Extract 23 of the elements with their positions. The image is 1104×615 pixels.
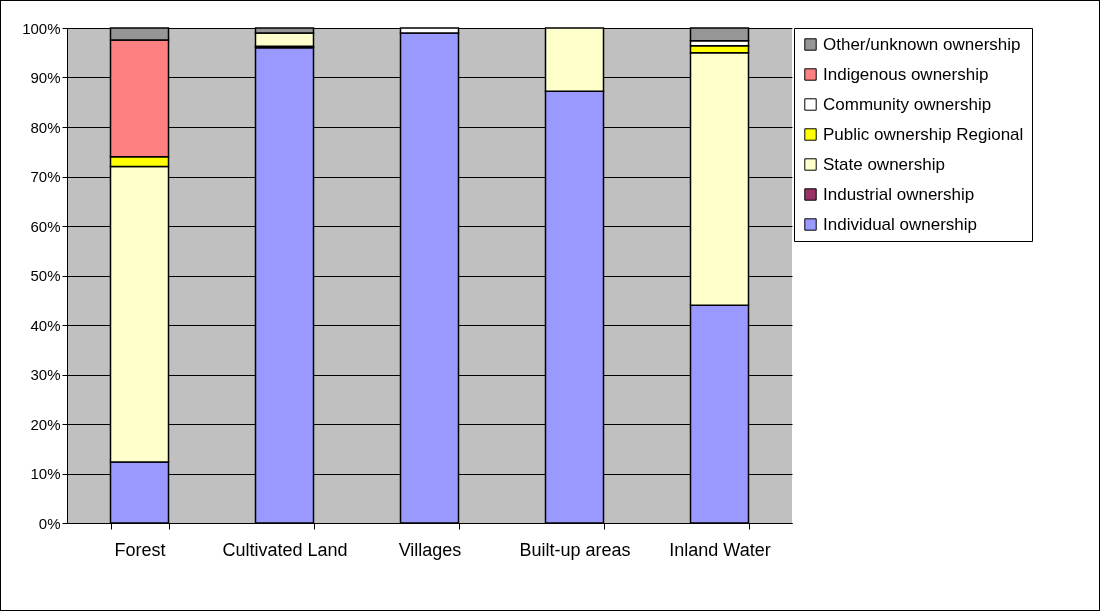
y-tick-label: 100% bbox=[22, 19, 61, 37]
y-tick-label: 80% bbox=[30, 118, 61, 136]
y-tick-label: 10% bbox=[30, 465, 61, 482]
x-tick-label: Cultivated Land bbox=[222, 539, 348, 560]
y-tick-label: 70% bbox=[30, 168, 61, 185]
legend-label: Public ownership Regional bbox=[823, 124, 1024, 144]
legend-label: Other/unknown ownership bbox=[823, 34, 1021, 54]
y-tick-label: 90% bbox=[30, 69, 61, 86]
x-tick-label: Inland Water bbox=[669, 539, 771, 560]
legend-label: Individual ownership bbox=[823, 214, 978, 234]
legend-label: Indigenous ownership bbox=[823, 64, 989, 84]
x-tick-label: Built-up areas bbox=[519, 539, 631, 560]
y-tick-label: 0% bbox=[38, 514, 61, 532]
legend-label: Industrial ownership bbox=[823, 184, 975, 204]
legend-label: State ownership bbox=[823, 154, 945, 174]
y-tick-label: 20% bbox=[30, 415, 61, 433]
y-tick-label: 40% bbox=[30, 316, 61, 334]
x-tick-label: Villages bbox=[398, 539, 462, 560]
y-tick-label: 30% bbox=[30, 366, 61, 383]
y-tick-label: 60% bbox=[30, 217, 61, 235]
y-tick-label: 50% bbox=[30, 267, 61, 284]
legend-label: Community ownership bbox=[823, 94, 992, 114]
x-tick-label: Forest bbox=[114, 539, 166, 560]
